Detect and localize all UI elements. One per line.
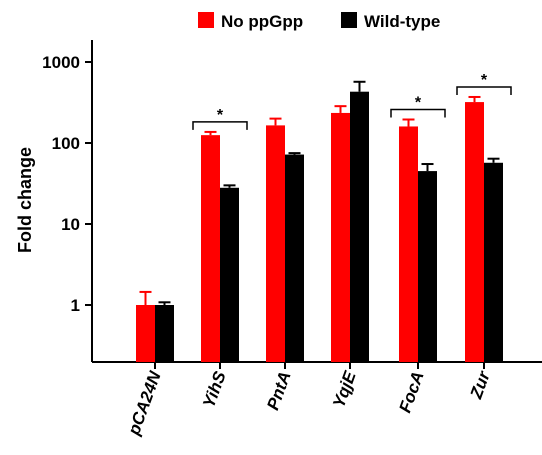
bar — [331, 112, 350, 362]
plot-area: 1 10 100 1000 pCA24N YihS PntA YqjE FocA Zur * * * — [42, 40, 542, 438]
x-tick-label: YqjE — [329, 368, 360, 410]
bar — [201, 135, 220, 362]
y-axis-title: Fold change — [15, 147, 35, 253]
bar — [285, 154, 304, 362]
x-tick-label: Zur — [466, 368, 494, 402]
y-tick-label: 100 — [52, 134, 80, 153]
bar — [266, 125, 285, 363]
significance-bracket — [456, 86, 512, 95]
legend-swatch-wild-type — [341, 12, 357, 28]
bar — [136, 305, 155, 362]
legend-swatch-no-ppgpp — [198, 12, 214, 28]
bar — [484, 162, 503, 362]
legend-label-wild-type: Wild-type — [364, 12, 440, 31]
x-tick-label: YihS — [199, 368, 230, 410]
bar — [220, 187, 239, 362]
significance-bracket — [390, 108, 446, 118]
legend-label-no-ppgpp: No ppGpp — [221, 12, 303, 31]
x-tick-label: pCA24N — [124, 368, 165, 438]
y-tick-label: 1000 — [42, 53, 80, 72]
x-tick-label: PntA — [263, 369, 294, 413]
significance-marker: * — [481, 72, 488, 89]
bar — [418, 171, 437, 362]
significance-marker: * — [415, 95, 422, 112]
significance-bracket — [192, 121, 248, 130]
y-tick-label: 10 — [61, 215, 80, 234]
legend: No ppGpp Wild-type — [198, 12, 440, 31]
bar — [350, 91, 369, 362]
bar — [399, 126, 418, 362]
bar — [465, 102, 484, 362]
y-tick-label: 1 — [71, 296, 80, 315]
x-tick-label: FocA — [395, 369, 427, 415]
bar — [155, 305, 174, 362]
significance-marker: * — [217, 107, 224, 124]
